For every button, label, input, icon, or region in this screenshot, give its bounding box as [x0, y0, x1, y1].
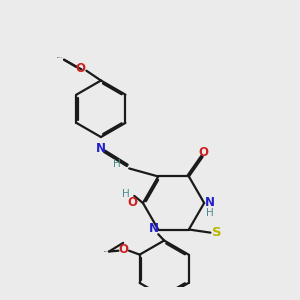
Text: S: S — [212, 226, 222, 239]
Text: O: O — [118, 243, 128, 256]
Text: O: O — [198, 146, 208, 159]
Text: H: H — [122, 189, 130, 200]
Text: methoxy: methoxy — [57, 57, 63, 58]
Text: N: N — [205, 196, 215, 209]
Text: N: N — [96, 142, 106, 154]
Text: O: O — [127, 196, 137, 209]
Text: methyl: methyl — [103, 250, 108, 251]
Text: N: N — [148, 222, 158, 235]
Text: O: O — [76, 62, 85, 75]
Text: H: H — [206, 208, 214, 218]
Text: H: H — [113, 159, 121, 169]
